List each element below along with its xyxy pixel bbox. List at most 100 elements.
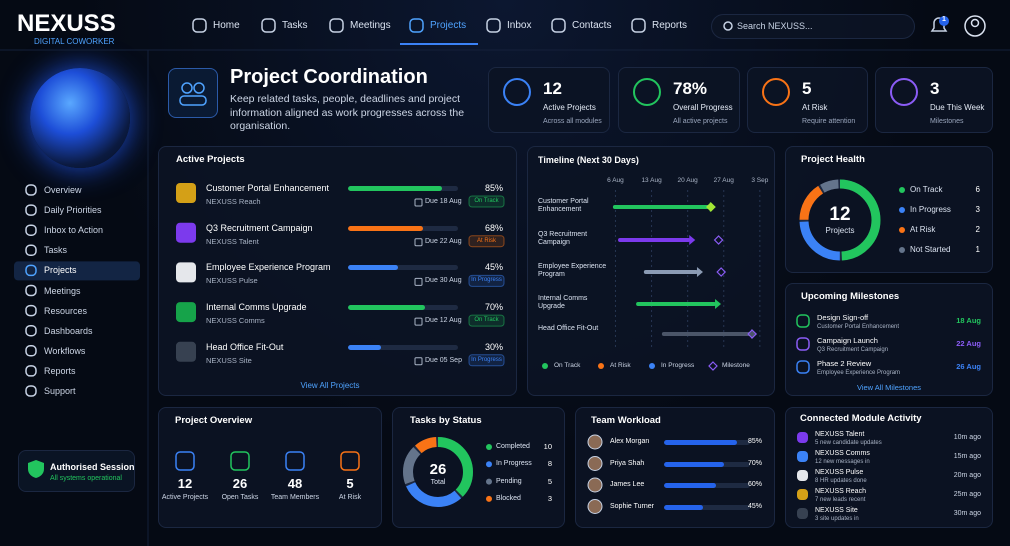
timeline-tick-label: 13 Aug	[641, 177, 662, 184]
project-progress-track	[348, 186, 458, 191]
module-time: 30m ago	[953, 510, 981, 517]
menu-item[interactable]: Resources	[44, 305, 88, 316]
view-all-link[interactable]: View All Milestones	[856, 383, 922, 392]
legend-dot	[486, 461, 492, 468]
shield-icon	[28, 460, 44, 478]
menu-item[interactable]: Support	[44, 386, 76, 396]
timeline-bar	[661, 332, 753, 336]
project-progress	[348, 305, 425, 311]
nav-icon	[329, 18, 344, 33]
calendar-icon	[414, 277, 423, 286]
project-icon	[176, 302, 196, 323]
module-name: NEXUSS Site	[815, 507, 858, 514]
user-avatar-head	[970, 18, 980, 28]
people-icon	[179, 95, 207, 106]
milestones-panel	[785, 283, 993, 396]
nav-item[interactable]: Meetings	[350, 20, 391, 31]
milestone-name: Phase 2 Review	[817, 359, 872, 368]
menu-icon	[25, 345, 37, 357]
module-detail: 12 new messages in	[815, 459, 870, 465]
menu-item[interactable]: Workflows	[44, 345, 86, 356]
module-detail: 7 new leads recent	[815, 497, 866, 503]
status-text: In Progress	[471, 356, 502, 363]
overview-label: Active Projects	[161, 494, 209, 501]
search-icon	[723, 21, 733, 31]
nav-item[interactable]: Tasks	[282, 20, 308, 31]
module-detail: 3 site updates in	[815, 516, 859, 522]
module-detail: 5 new candidate updates	[815, 440, 882, 446]
overview-label: At Risk	[338, 494, 362, 501]
menu-item[interactable]: Reports	[44, 365, 76, 376]
module-icon	[797, 508, 808, 519]
stat-icon	[762, 78, 790, 106]
nav-item[interactable]: Projects	[430, 20, 467, 31]
timeline-row-label: Internal Comms Upgrade	[538, 295, 588, 311]
member-avatar	[587, 477, 603, 493]
panel-title: Timeline (Next 30 Days)	[538, 155, 639, 165]
donut-segment	[403, 437, 473, 507]
view-all-link[interactable]: View All Projects	[300, 381, 360, 390]
stat-sub: Across all modules	[543, 118, 602, 125]
nav-item[interactable]: Inbox	[507, 20, 532, 31]
status-label: Blocked	[496, 494, 521, 502]
status-text: On Track	[474, 317, 499, 324]
project-icon	[176, 341, 196, 362]
milestone-date: 22 Aug	[956, 339, 981, 348]
stat-value: 12	[543, 79, 562, 98]
status-text: At Risk	[476, 237, 497, 244]
menu-item[interactable]: Meetings	[44, 285, 81, 296]
stat-label: Overall Progress	[673, 103, 733, 112]
workload-value: 85%	[747, 438, 762, 445]
health-label: In Progress	[910, 205, 951, 214]
project-progress-label: 68%	[484, 222, 503, 233]
health-label: Not Started	[910, 245, 951, 254]
project-name[interactable]: Q3 Recruitment Campaign	[206, 222, 313, 233]
health-label: At Risk	[910, 225, 936, 234]
menu-active-bg	[14, 261, 140, 281]
project-team: NEXUSS Talent	[206, 236, 259, 246]
menu-item[interactable]: Daily Priorities	[44, 205, 102, 216]
module-icon	[797, 489, 808, 500]
workload-bar-track	[664, 504, 750, 510]
menu-item[interactable]: Dashboards	[44, 325, 93, 336]
project-due: Due 12 Aug	[425, 317, 462, 325]
nav-item[interactable]: Reports	[652, 20, 688, 31]
nav-item[interactable]: Home	[213, 20, 240, 31]
stat-sub: All active projects	[673, 118, 728, 125]
stat-card	[488, 67, 610, 133]
project-name[interactable]: Customer Portal Enhancement	[206, 183, 330, 193]
nav-icon	[192, 18, 207, 33]
module-name: NEXUSS Pulse	[815, 469, 864, 476]
health-value: 3	[975, 205, 980, 214]
nav-icon	[551, 18, 566, 33]
project-due: Due 05 Sep	[425, 356, 462, 364]
legend-dot	[486, 478, 492, 485]
project-name[interactable]: Internal Comms Upgrade	[206, 302, 307, 313]
project-name[interactable]: Employee Experience Program	[206, 262, 331, 273]
module-icon	[797, 432, 808, 443]
status-pill	[468, 274, 505, 287]
member-name: Priya Shah	[610, 459, 645, 467]
menu-item[interactable]: Projects	[44, 265, 77, 276]
calendar-icon	[414, 317, 423, 326]
nav-icon	[631, 18, 646, 33]
overview-icon	[230, 451, 250, 471]
nav-item[interactable]: Contacts	[572, 20, 612, 31]
timeline-arrow	[751, 329, 758, 339]
member-avatar	[587, 456, 603, 471]
project-team: NEXUSS Reach	[206, 197, 261, 206]
menu-item[interactable]: Tasks	[44, 245, 68, 256]
milestone-date: 26 Aug	[956, 362, 981, 371]
project-name[interactable]: Head Office Fit-Out	[206, 341, 284, 352]
status-label: Pending	[496, 477, 522, 485]
overview-value: 5	[346, 476, 354, 491]
people-icon	[181, 82, 193, 94]
menu-item[interactable]: Inbox to Action	[44, 225, 104, 236]
legend-label: Milestone	[722, 362, 750, 369]
timeline-row-label: Customer Portal Enhancement	[538, 198, 589, 214]
menu-item[interactable]: Overview	[44, 185, 82, 195]
member-name: Sophie Turner	[610, 502, 654, 510]
stat-label: At Risk	[802, 103, 828, 112]
search-box[interactable]	[711, 14, 915, 39]
overview-value: 12	[177, 476, 193, 491]
